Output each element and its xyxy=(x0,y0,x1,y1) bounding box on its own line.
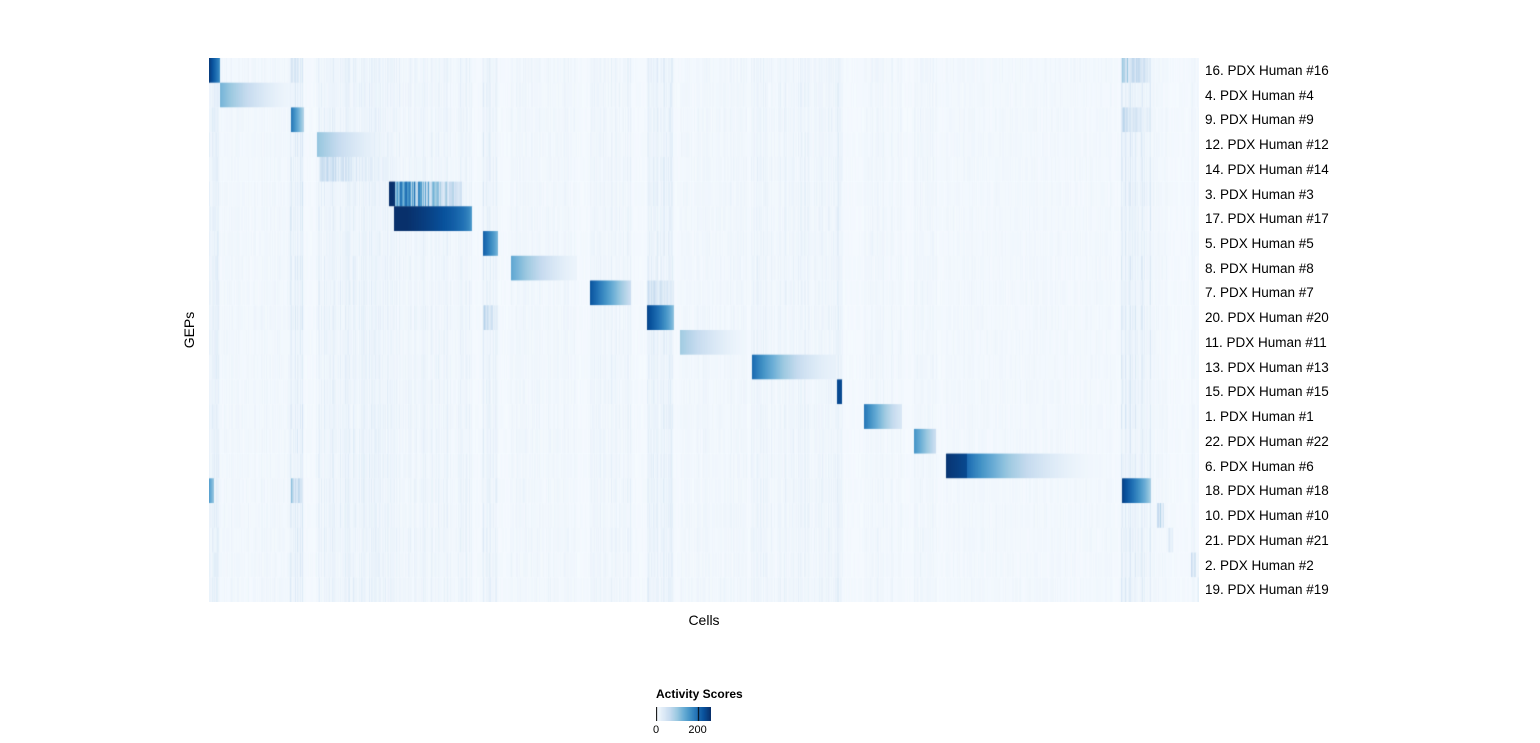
row-label: 20. PDX Human #20 xyxy=(1205,310,1329,326)
row-label: 8. PDX Human #8 xyxy=(1205,260,1314,276)
row-label: 11. PDX Human #11 xyxy=(1205,334,1327,350)
legend: Activity Scores 0 200 xyxy=(652,687,796,739)
row-label: 21. PDX Human #21 xyxy=(1205,532,1329,548)
row-label: 9. PDX Human #9 xyxy=(1205,112,1314,128)
row-label: 1. PDX Human #1 xyxy=(1205,409,1314,425)
row-label: 22. PDX Human #22 xyxy=(1205,433,1329,449)
row-label: 18. PDX Human #18 xyxy=(1205,483,1329,499)
row-label: 17. PDX Human #17 xyxy=(1205,211,1329,227)
legend-title: Activity Scores xyxy=(656,687,743,701)
row-label: 13. PDX Human #13 xyxy=(1205,359,1329,375)
row-label: 16. PDX Human #16 xyxy=(1205,62,1329,78)
heatmap-canvas xyxy=(209,58,1199,602)
y-axis-label: GEPs xyxy=(181,311,197,349)
row-label: 12. PDX Human #12 xyxy=(1205,137,1329,153)
row-labels: 16. PDX Human #16 4. PDX Human #4 9. PDX H… xyxy=(1205,58,1405,602)
row-label: 14. PDX Human #14 xyxy=(1205,161,1329,177)
row-label: 10. PDX Human #10 xyxy=(1205,508,1329,524)
row-label: 3. PDX Human #3 xyxy=(1205,186,1314,202)
legend-tick-labels: 0 200 xyxy=(652,723,796,739)
row-label: 15. PDX Human #15 xyxy=(1205,384,1329,400)
row-label: 4. PDX Human #4 xyxy=(1205,87,1314,103)
row-label: 6. PDX Human #6 xyxy=(1205,458,1314,474)
row-label: 5. PDX Human #5 xyxy=(1205,236,1314,251)
x-axis-label: Cells xyxy=(688,612,720,628)
row-label: 19. PDX Human #19 xyxy=(1205,582,1329,598)
legend-colorbar xyxy=(656,707,711,721)
row-label: 2. PDX Human #2 xyxy=(1205,557,1314,573)
legend-tick-label: 0 xyxy=(652,724,660,736)
legend-tick-label: 200 xyxy=(688,724,707,736)
row-label: 7. PDX Human #7 xyxy=(1205,285,1314,301)
